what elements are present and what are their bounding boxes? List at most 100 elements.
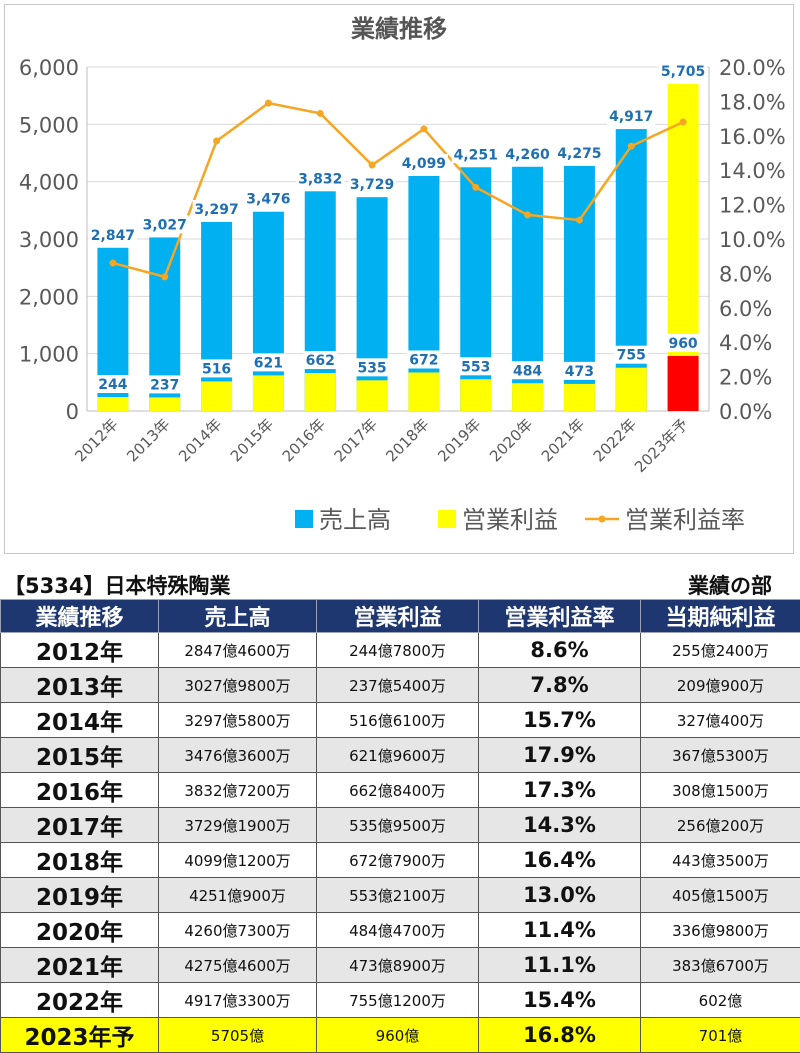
operating-profit-data-label: 473 <box>565 364 594 380</box>
cell-sales: 3297億5800万 <box>159 703 317 738</box>
cell-sales: 5705億 <box>159 1018 317 1053</box>
operating-profit-data-label: 672 <box>409 352 438 368</box>
cell-operating-profit: 755億1200万 <box>317 983 479 1018</box>
cell-operating-profit: 553億2100万 <box>317 878 479 913</box>
cell-operating-margin: 17.3% <box>479 773 641 808</box>
cell-operating-margin: 11.1% <box>479 948 641 983</box>
sales-bar <box>357 197 388 411</box>
operating-margin-point <box>576 217 583 224</box>
legend-swatch-sales <box>295 510 313 528</box>
operating-margin-point <box>213 137 220 144</box>
sales-data-label: 4,251 <box>454 147 498 163</box>
operating-profit-bar <box>564 384 595 411</box>
cell-sales: 4260億7300万 <box>159 913 317 948</box>
cell-net-profit: 327億400万 <box>641 703 800 738</box>
operating-profit-bar <box>460 379 491 411</box>
header-sales: 売上高 <box>159 600 317 633</box>
cell-operating-profit: 237億5400万 <box>317 668 479 703</box>
cell-sales: 4099億1200万 <box>159 843 317 878</box>
cell-sales: 2847億4600万 <box>159 633 317 668</box>
y-left-tick-label: 0 <box>66 400 79 424</box>
operating-profit-data-label: 516 <box>202 361 231 377</box>
operating-profit-bar <box>149 397 180 411</box>
company-title: 【5334】日本特殊陶業 <box>4 570 230 600</box>
cell-operating-profit: 516億6100万 <box>317 703 479 738</box>
cell-net-profit: 336億9800万 <box>641 913 800 948</box>
cell-net-profit: 701億 <box>641 1018 800 1053</box>
x-tick-label: 2021年 <box>538 415 588 465</box>
cell-sales: 4275億4600万 <box>159 948 317 983</box>
x-tick-label: 2015年 <box>227 415 277 465</box>
cell-operating-margin: 16.8% <box>479 1018 641 1053</box>
y-right-tick-label: 8.0% <box>719 262 772 286</box>
cell-year: 2013年 <box>1 668 159 703</box>
x-tick-label: 2019年 <box>434 415 484 465</box>
operating-margin-point <box>317 110 324 117</box>
y-right-tick-label: 20.0% <box>719 56 786 80</box>
sales-data-label: 3,027 <box>143 217 187 233</box>
y-right-tick-label: 6.0% <box>719 297 772 321</box>
cell-operating-profit: 672億7900万 <box>317 843 479 878</box>
legend-swatch-operating-profit <box>438 510 456 528</box>
cell-operating-profit: 473億8900万 <box>317 948 479 983</box>
x-tick-label: 2018年 <box>382 415 432 465</box>
cell-sales: 4251億900万 <box>159 878 317 913</box>
y-left-tick-label: 5,000 <box>19 113 79 137</box>
cell-year: 2016年 <box>1 773 159 808</box>
operating-margin-point <box>420 125 427 132</box>
operating-profit-bar <box>616 368 647 411</box>
sales-data-label: 3,729 <box>350 177 394 193</box>
y-right-tick-label: 4.0% <box>719 331 772 355</box>
cell-net-profit: 405億1500万 <box>641 878 800 913</box>
cell-net-profit: 308億1500万 <box>641 773 800 808</box>
cell-operating-margin: 8.6% <box>479 633 641 668</box>
cell-year: 2012年 <box>1 633 159 668</box>
operating-profit-data-label: 535 <box>357 360 386 376</box>
operating-profit-data-label: 244 <box>98 377 127 393</box>
legend-label-operating-profit: 営業利益 <box>462 506 558 534</box>
section-label: 業績の部 <box>688 570 772 600</box>
operating-profit-data-label: 621 <box>254 355 283 371</box>
sales-data-label: 4,260 <box>505 147 550 163</box>
y-right-tick-label: 14.0% <box>719 159 786 183</box>
sales-data-label: 3,832 <box>298 171 342 187</box>
x-tick-label: 2017年 <box>331 415 381 465</box>
cell-operating-margin: 13.0% <box>479 878 641 913</box>
sales-data-label: 2,847 <box>91 228 135 244</box>
header-operating-margin: 営業利益率 <box>479 600 641 633</box>
x-tick-label: 2023年予 <box>631 415 692 476</box>
operating-margin-point <box>680 119 687 126</box>
cell-net-profit: 256億200万 <box>641 808 800 843</box>
cell-year: 2014年 <box>1 703 159 738</box>
cell-year: 2022年 <box>1 983 159 1018</box>
y-right-tick-label: 2.0% <box>719 366 772 390</box>
sales-data-label: 3,297 <box>194 202 238 218</box>
operating-profit-data-label: 662 <box>306 353 335 369</box>
sales-data-label: 4,099 <box>402 156 446 172</box>
performance-chart: 業績推移01,0002,0003,0004,0005,0006,0000.0%2… <box>5 5 793 553</box>
legend-marker-operating-margin <box>599 516 606 523</box>
cell-operating-margin: 14.3% <box>479 808 641 843</box>
cell-sales: 3832億7200万 <box>159 773 317 808</box>
operating-profit-data-label: 553 <box>461 359 490 375</box>
operating-margin-point <box>161 273 168 280</box>
y-left-tick-label: 1,000 <box>19 343 79 367</box>
cell-operating-profit: 960億 <box>317 1018 479 1053</box>
cell-year: 2020年 <box>1 913 159 948</box>
y-right-tick-label: 18.0% <box>719 90 786 114</box>
cell-net-profit: 602億 <box>641 983 800 1018</box>
operating-margin-point <box>472 184 479 191</box>
y-right-tick-label: 16.0% <box>719 125 786 149</box>
cell-year: 2019年 <box>1 878 159 913</box>
cell-operating-margin: 17.9% <box>479 738 641 773</box>
cell-net-profit: 383億6700万 <box>641 948 800 983</box>
cell-operating-profit: 484億4700万 <box>317 913 479 948</box>
